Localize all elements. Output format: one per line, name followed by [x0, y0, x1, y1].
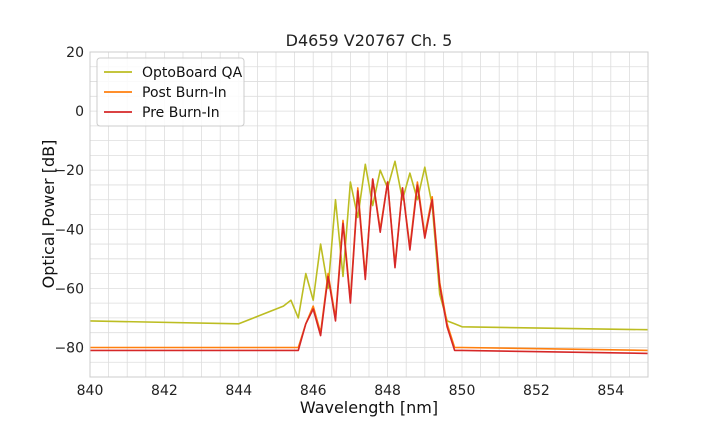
y-tick-label: −20: [54, 163, 84, 179]
legend-label-optoboard-qa: OptoBoard QA: [142, 65, 243, 81]
y-tick-label: 20: [66, 45, 84, 61]
series-line-pre-burn-in: [90, 178, 648, 355]
x-tick-label: 842: [151, 383, 178, 399]
y-tick-label: 0: [75, 104, 84, 120]
x-ticks: 840 842 844 846 848 850 852 854: [77, 383, 625, 399]
y-tick-label: −40: [54, 222, 84, 238]
x-axis-label: Wavelength [nm]: [300, 398, 438, 417]
x-tick-label: 840: [77, 383, 104, 399]
x-tick-label: 852: [523, 383, 550, 399]
y-tick-label: −60: [54, 281, 84, 297]
x-tick-label: 850: [449, 383, 476, 399]
legend: OptoBoard QA Post Burn-In Pre Burn-In: [96, 57, 245, 127]
y-tick-label: −80: [54, 340, 84, 356]
chart-title: D4659 V20767 Ch. 5: [286, 31, 453, 50]
x-tick-label: 854: [597, 383, 624, 399]
series-layer: [90, 160, 648, 355]
legend-label-pre-burn-in: Pre Burn-In: [142, 105, 220, 121]
x-tick-label: 844: [225, 383, 252, 399]
legend-box: [96, 57, 245, 127]
x-tick-label: 846: [300, 383, 327, 399]
x-tick-label: 848: [374, 383, 401, 399]
legend-label-post-burn-in: Post Burn-In: [142, 85, 227, 101]
plot-frame: [89, 51, 649, 378]
y-axis-label: Optical Power [dB]: [39, 140, 58, 289]
y-ticks: 20 0 −20 −40 −60 −80: [54, 45, 84, 356]
